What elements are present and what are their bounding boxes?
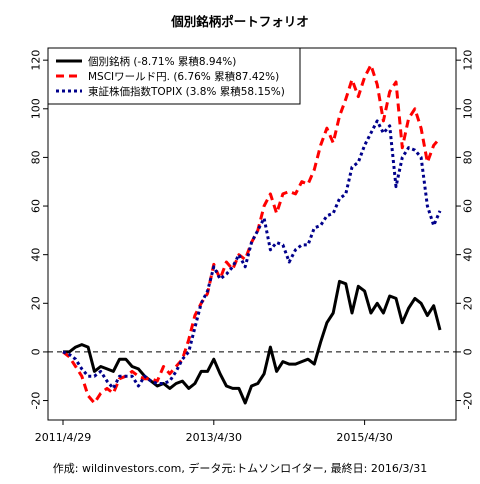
chart-caption: 作成: wildinvestors.com, データ元:トムソンロイター, 最終… xyxy=(53,461,427,475)
y-tick-label-right: -20 xyxy=(462,392,475,410)
x-tick-label: 2013/4/30 xyxy=(186,431,242,444)
y-tick-label-right: 0 xyxy=(462,348,475,355)
series-lines xyxy=(62,63,442,405)
y-tick-label-left: -20 xyxy=(30,392,43,410)
y-tick-label-left: 100 xyxy=(30,98,43,119)
legend-label-2: 東証株価指数TOPIX (3.8% 累積58.15%) xyxy=(88,85,285,98)
y-tick-label-right: 20 xyxy=(462,296,475,310)
y-tick-label-right: 60 xyxy=(462,199,475,213)
y-tick-label-right: 120 xyxy=(462,50,475,71)
legend-label-0: 個別銘柄 (-8.71% 累積8.94%) xyxy=(88,55,236,68)
y-tick-label-right: 40 xyxy=(462,248,475,262)
series-line-2 xyxy=(62,119,442,390)
x-tick-label: 2015/4/30 xyxy=(336,431,392,444)
chart-title: 個別銘柄ポートフォリオ xyxy=(170,14,309,29)
legend: 個別銘柄 (-8.71% 累積8.94%) MSCIワールド円. (6.76% 累… xyxy=(47,47,301,105)
y-tick-label-left: 80 xyxy=(30,150,43,164)
y-tick-label-left: 20 xyxy=(30,296,43,310)
x-tick-label: 2011/4/29 xyxy=(35,431,91,444)
axes: -20 -20 0 0 20 20 40 40 60 60 80 80 100 100 120 120 2011… xyxy=(30,50,475,444)
legend-box xyxy=(47,47,301,105)
legend-label-1: MSCIワールド円. (6.76% 累積87.42%) xyxy=(88,70,279,83)
y-tick-label-left: 0 xyxy=(30,348,43,355)
y-tick-label-left: 120 xyxy=(30,50,43,71)
y-tick-label-right: 100 xyxy=(462,98,475,119)
y-tick-label-right: 80 xyxy=(462,150,475,164)
series-line-0 xyxy=(63,279,442,405)
y-tick-label-left: 40 xyxy=(30,248,43,262)
y-tick-label-left: 60 xyxy=(30,199,43,213)
